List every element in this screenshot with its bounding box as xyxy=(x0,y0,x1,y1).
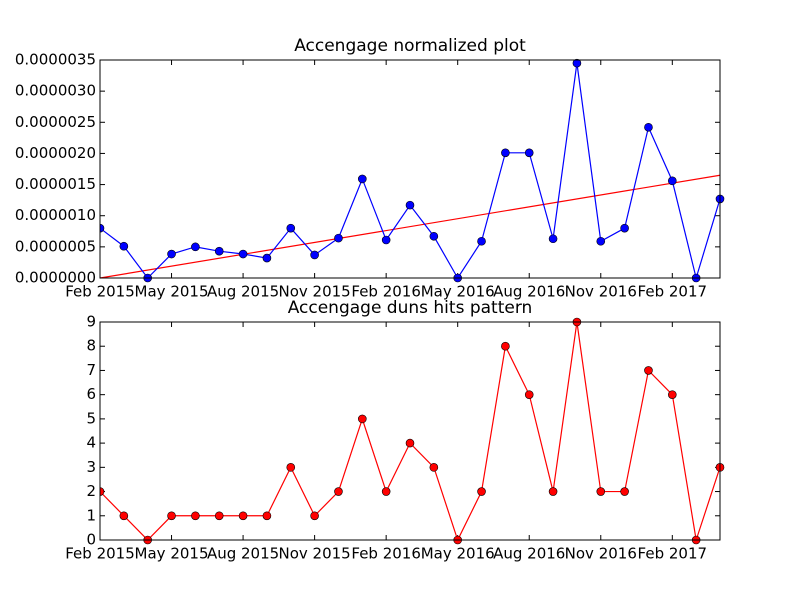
data-point xyxy=(501,148,510,158)
data-point xyxy=(501,341,510,351)
data-point xyxy=(262,511,272,521)
y-tick-label: 4 xyxy=(86,434,96,452)
data-point xyxy=(167,511,176,521)
x-tick-label: Feb 2017 xyxy=(638,545,708,563)
data-point xyxy=(429,231,439,241)
data-point xyxy=(238,511,248,521)
x-tick-label: Feb 2017 xyxy=(638,283,708,301)
data-point xyxy=(477,236,486,246)
x-tick-label: Feb 2016 xyxy=(351,283,421,301)
data-point xyxy=(524,148,534,158)
chart-title: Accengage duns hits pattern xyxy=(288,298,533,318)
x-tick-label: May 2016 xyxy=(421,283,495,301)
x-tick-label: Aug 2016 xyxy=(493,283,565,301)
y-tick-label: 2 xyxy=(86,482,96,500)
series-line xyxy=(100,321,721,542)
y-tick-label: 0.0000030 xyxy=(15,82,96,100)
data-point xyxy=(214,246,224,256)
y-tick-label: 5 xyxy=(86,409,96,427)
data-point xyxy=(429,463,439,472)
data-point xyxy=(668,176,677,186)
y-tick-label: 0.0000000 xyxy=(15,269,96,287)
x-tick-label: May 2015 xyxy=(135,283,209,301)
x-tick-label: Feb 2016 xyxy=(351,545,421,563)
y-tick-label: 0.0000025 xyxy=(15,113,96,131)
y-tick-label: 0.0000005 xyxy=(15,237,96,255)
y-tick-label: 1 xyxy=(86,506,96,524)
data-point xyxy=(262,253,272,263)
data-point xyxy=(381,487,391,496)
data-point xyxy=(572,58,582,68)
data-point xyxy=(119,511,129,521)
x-tick-label: Feb 2015 xyxy=(65,545,135,563)
data-point xyxy=(405,200,415,210)
data-point xyxy=(191,242,200,252)
x-tick-label: Nov 2015 xyxy=(279,545,351,563)
x-tick-label: Nov 2016 xyxy=(565,545,637,563)
plot-frame xyxy=(99,59,721,279)
data-point xyxy=(286,463,296,472)
data-point xyxy=(644,122,653,132)
x-tick-label: Feb 2015 xyxy=(65,283,135,301)
data-point xyxy=(548,234,558,244)
data-point xyxy=(405,438,415,448)
data-point xyxy=(548,487,558,496)
x-tick-label: May 2015 xyxy=(135,545,209,563)
y-tick-label: 9 xyxy=(86,313,96,331)
y-tick-label: 8 xyxy=(86,337,96,355)
data-point xyxy=(620,487,629,496)
y-tick-label: 0.0000010 xyxy=(15,206,96,224)
data-point xyxy=(286,223,296,233)
data-point xyxy=(596,487,606,496)
data-point xyxy=(334,233,343,243)
x-tick-label: Aug 2016 xyxy=(493,545,565,563)
data-point xyxy=(334,487,343,496)
y-tick-label: 6 xyxy=(86,385,96,403)
data-point xyxy=(668,390,677,399)
y-tick-label: 0.0000035 xyxy=(15,51,96,69)
data-point xyxy=(477,487,486,496)
y-tick-label: 0.0000020 xyxy=(15,144,96,162)
data-point xyxy=(191,511,200,521)
y-tick-label: 0.0000015 xyxy=(15,175,96,193)
data-point xyxy=(358,414,367,424)
data-point xyxy=(381,235,391,245)
data-point xyxy=(358,174,367,184)
data-point xyxy=(310,250,319,260)
y-tick-label: 3 xyxy=(86,458,96,476)
x-tick-label: Aug 2015 xyxy=(207,283,279,301)
y-tick-label: 7 xyxy=(86,361,96,379)
trend-line xyxy=(100,174,721,279)
data-point xyxy=(100,223,105,233)
data-point xyxy=(119,241,129,251)
data-point xyxy=(524,390,534,399)
chart-title: Accengage normalized plot xyxy=(294,36,526,56)
x-tick-label: May 2016 xyxy=(421,545,495,563)
y-tick-label: 0 xyxy=(86,531,96,549)
x-tick-label: Nov 2015 xyxy=(279,283,351,301)
data-point xyxy=(238,249,248,259)
data-point xyxy=(100,487,105,496)
data-point xyxy=(596,236,606,246)
data-point xyxy=(620,223,629,233)
x-tick-label: Aug 2015 xyxy=(207,545,279,563)
data-point xyxy=(644,366,653,375)
x-tick-label: Nov 2016 xyxy=(565,283,637,301)
data-point xyxy=(310,511,319,521)
plot-frame xyxy=(99,321,721,541)
data-point xyxy=(167,249,176,259)
data-point xyxy=(214,511,224,521)
